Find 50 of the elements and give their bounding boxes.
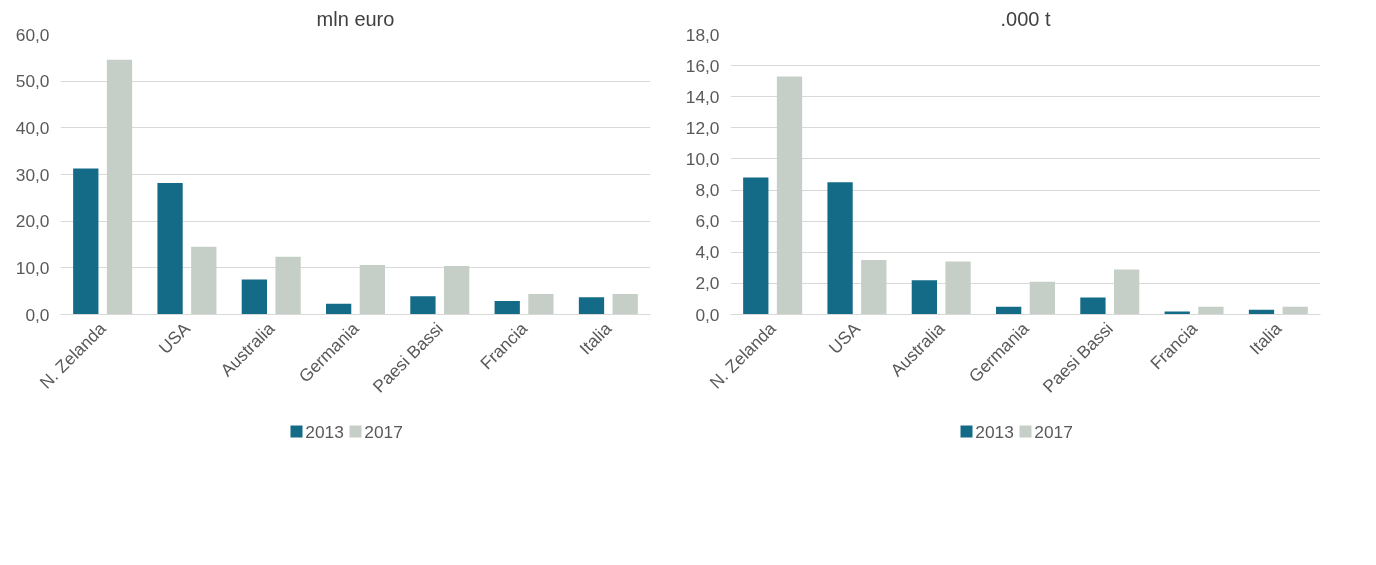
y-tick-label: 18,0: [685, 24, 720, 45]
y-tick-label: 16,0: [685, 55, 720, 76]
bar: [444, 265, 470, 315]
y-tick-label: 14,0: [685, 86, 720, 107]
bar: [612, 293, 638, 315]
y-tick-label: 50,0: [15, 71, 50, 92]
y-tick-label: 10,0: [15, 257, 50, 278]
bar: [1198, 306, 1224, 315]
legend-label: 2013: [305, 421, 344, 442]
bar: [241, 279, 267, 315]
y-tick-label: 60,0: [15, 24, 50, 45]
y-tick-label: 12,0: [685, 117, 720, 138]
bar: [1164, 311, 1190, 315]
bar: [945, 261, 971, 315]
bar: [827, 182, 853, 315]
y-tick-label: 6,0: [695, 211, 720, 232]
bar: [776, 76, 803, 315]
x-tick-label: USA: [824, 318, 865, 358]
bar: [861, 260, 887, 315]
y-tick-label: 8,0: [695, 180, 720, 201]
y-tick-label: 20,0: [15, 211, 50, 232]
bar: [1080, 297, 1106, 315]
x-tick-label: USA: [154, 318, 195, 358]
bar: [73, 168, 99, 315]
bar: [191, 246, 217, 315]
y-tick-label: 10,0: [685, 148, 720, 169]
y-tick-label: 0,0: [695, 304, 720, 325]
chart-title: .000 t: [1000, 7, 1051, 30]
legend-label: 2017: [364, 421, 403, 442]
bar: [1114, 269, 1140, 315]
y-tick-label: 4,0: [695, 242, 720, 263]
bar: [410, 296, 436, 315]
bar: [106, 59, 133, 315]
bar: [157, 182, 183, 315]
y-tick-label: 30,0: [15, 164, 50, 185]
bar: [578, 297, 605, 315]
bar: [743, 177, 769, 315]
y-tick-label: 2,0: [695, 273, 720, 294]
legend-label: 2017: [1034, 421, 1073, 442]
bar: [359, 265, 385, 315]
bar: [528, 293, 554, 315]
bar: [911, 280, 937, 315]
bar: [326, 303, 352, 315]
y-tick-label: 40,0: [15, 117, 50, 138]
chart-title: mln euro: [316, 7, 395, 30]
bar: [1029, 281, 1055, 315]
bar: [494, 300, 520, 315]
legend-label: 2013: [975, 421, 1014, 442]
bar: [275, 256, 301, 315]
y-tick-label: 0,0: [25, 304, 50, 325]
